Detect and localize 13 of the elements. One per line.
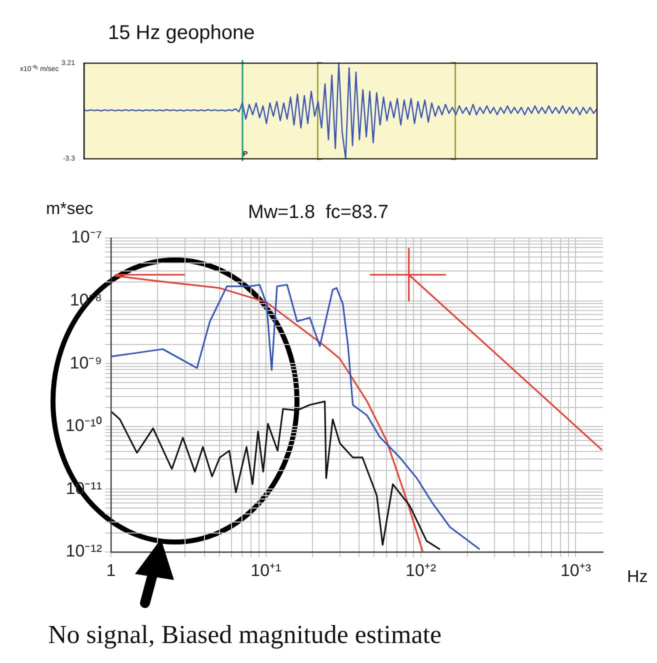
y-tick-label: 10⁻¹⁰ bbox=[65, 416, 102, 436]
y-tick-label: 10⁻⁹ bbox=[70, 353, 102, 372]
x-tick-label: 1 bbox=[106, 560, 116, 580]
y-tick-label: 10⁻⁷ bbox=[70, 228, 102, 247]
y-axis-title: m*sec bbox=[46, 199, 94, 219]
x-tick-label: 10⁺³ bbox=[560, 560, 592, 580]
text: No signal, Biased magnitude estimate bbox=[48, 620, 442, 650]
chart-title: 15 Hz geophone bbox=[108, 22, 255, 45]
chart-title: Mw=1.8 fc=83.7 bbox=[248, 202, 388, 224]
y-tick-label: 10⁻¹² bbox=[66, 542, 102, 561]
x-tick-label: 10⁺² bbox=[406, 560, 436, 580]
x-tick-label: 10⁺¹ bbox=[250, 560, 282, 580]
x-axis-title: Hz bbox=[627, 567, 648, 587]
